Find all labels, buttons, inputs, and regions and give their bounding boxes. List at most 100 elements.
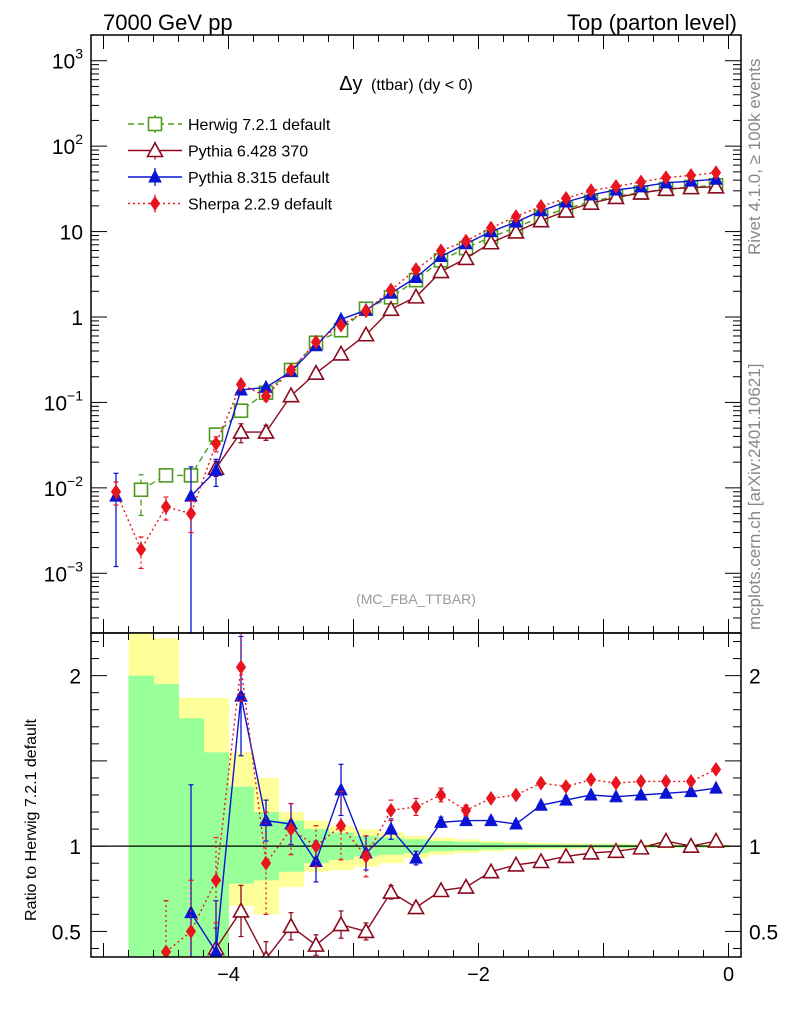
ratio-data-point [609, 789, 623, 803]
main-y-tick-label: 102 [52, 131, 83, 159]
ratio-band-inner [128, 675, 154, 957]
legend-label: Pythia 6.428 370 [188, 144, 308, 161]
ratio-data-point [585, 772, 597, 788]
main-series-line [190, 178, 717, 497]
main-data-point [407, 287, 425, 304]
legend-label: Herwig 7.2.1 default [188, 117, 331, 134]
main-data-point [158, 468, 174, 483]
main-data-point [435, 243, 447, 259]
legend-item: Pythia 6.428 370 [128, 141, 308, 161]
ratio-data-point [710, 762, 722, 777]
ratio-data-point [657, 831, 675, 848]
legend: Herwig 7.2.1 default Pythia 6.428 370 Pyth… [128, 115, 333, 214]
legend-item: Herwig 7.2.1 default [128, 115, 331, 134]
main-data-point [557, 201, 575, 218]
main-data-point [582, 194, 600, 210]
chart-title: Δy (ttbar) (dy < 0) [339, 73, 473, 95]
main-data-point [607, 188, 625, 205]
ratio-y-tick-label-right: 1 [749, 836, 761, 859]
ratio-data-point [384, 821, 398, 835]
ratio-data-point [334, 782, 348, 796]
main-data-point [310, 334, 322, 350]
ratio-panel: −4 −2 0 0.5 0.5 1 1 2 2 Ratio to Herwig 7.2.1 de… [23, 632, 778, 986]
main-data-point [382, 300, 400, 317]
ratio-uncertainty-bands [128, 633, 729, 957]
ratio-data-point [482, 862, 500, 879]
main-data-point [660, 170, 672, 186]
x-tick-label: −2 [467, 964, 490, 986]
ratio-axes: −4 −2 0 0.5 0.5 1 1 2 2 [52, 633, 778, 986]
side-label-rivet: Rivet 4.1.0, ≥ 100k events [745, 59, 764, 255]
legend-marker [147, 116, 163, 132]
ratio-data-point [582, 843, 600, 860]
ratio-data-point [332, 915, 350, 932]
main-data-point [232, 422, 250, 439]
main-data-point [535, 199, 547, 214]
main-data-point [332, 344, 350, 361]
ratio-data-point [532, 852, 550, 869]
ratio-data-point [559, 792, 573, 806]
x-tick-label: −4 [217, 964, 240, 986]
legend-marker [149, 196, 161, 211]
ratio-data-point [682, 837, 700, 853]
ratio-data-point [684, 784, 698, 798]
main-series-line [115, 172, 717, 552]
ratio-data-point [557, 847, 575, 864]
main-series-pythia-6-428-370 [207, 177, 725, 478]
ratio-y-tick-label: 1 [69, 836, 81, 859]
main-data-point [410, 262, 422, 277]
ratio-data-point [560, 779, 572, 794]
ratio-y-axis-label: Ratio to Herwig 7.2.1 default [23, 719, 40, 921]
main-data-point [235, 376, 247, 392]
ratio-band-inner [153, 684, 179, 957]
ratio-series-sherpa-2-2-9-default [160, 633, 722, 957]
main-data-point [560, 190, 572, 206]
ratio-data-point [507, 855, 525, 872]
main-data-point [285, 362, 297, 378]
ratio-data-point [460, 802, 472, 818]
ratio-data-point [635, 773, 647, 789]
x-tick-label: 0 [723, 964, 734, 986]
main-y-tick-label: 1 [71, 307, 83, 330]
ratio-data-point [634, 787, 648, 801]
main-data-point [460, 233, 472, 249]
main-data-point [635, 174, 647, 190]
main-data-point [457, 249, 475, 266]
ratio-data-point [707, 831, 725, 848]
ratio-data-point [232, 901, 250, 918]
main-data-point [282, 386, 300, 403]
ratio-data-point [685, 773, 697, 789]
main-data-point [210, 436, 222, 451]
main-data-point [485, 220, 497, 236]
header-collision-label: 7000 GeV pp [103, 10, 233, 35]
header-process-label: Top (parton level) [567, 10, 737, 35]
main-data-point [482, 233, 500, 250]
ratio-series-pythia-6-428-370 [207, 831, 725, 957]
main-data-point [135, 542, 147, 557]
ratio-y-tick-label-right: 2 [749, 666, 761, 689]
legend-marker [146, 141, 164, 158]
ratio-data-point [282, 917, 300, 934]
ratio-data-point [457, 877, 475, 894]
main-data-point [507, 222, 525, 239]
legend-item: Pythia 8.315 default [128, 168, 330, 187]
main-y-tick-label: 10 [60, 222, 83, 245]
ratio-data-point [459, 812, 473, 827]
ratio-data-point [510, 787, 522, 803]
ratio-data-point [260, 855, 272, 871]
main-data-point [260, 388, 272, 404]
ratio-data-point [307, 935, 325, 952]
ratio-data-point [632, 838, 650, 855]
ratio-data-point [485, 791, 497, 806]
main-data-point [710, 165, 722, 181]
main-data-point [685, 167, 697, 183]
main-plot-area [109, 165, 725, 633]
main-series-line [215, 186, 717, 469]
ratio-y-tick-label: 2 [69, 666, 81, 689]
main-data-point [707, 177, 725, 194]
main-series-pythia-8-315-default [109, 171, 723, 633]
main-data-point [657, 180, 675, 197]
side-label-mcplots: mcplots.cern.ch [arXiv:2401.10621] [745, 364, 764, 630]
ratio-plot-area [91, 633, 741, 957]
